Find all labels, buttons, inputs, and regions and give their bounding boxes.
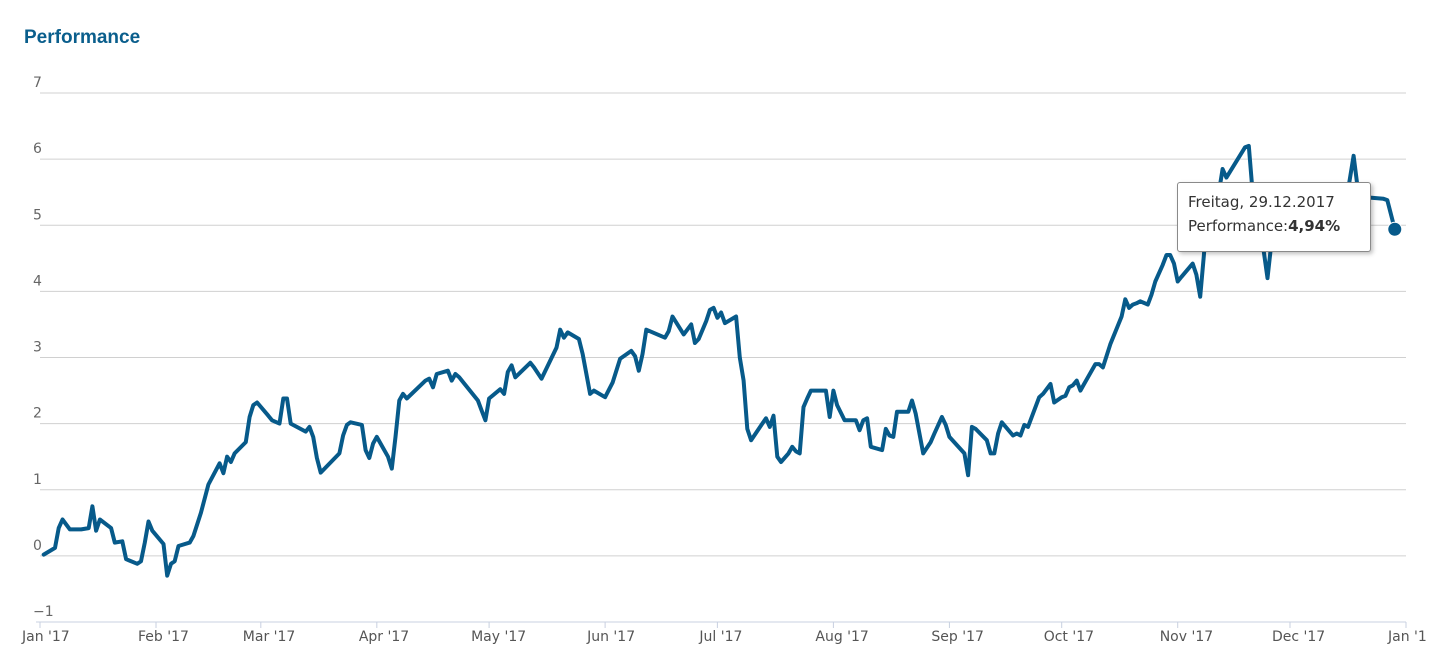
x-tick-label-7: Aug '17: [815, 629, 868, 645]
x-tick-label-9: Oct '17: [1044, 629, 1094, 645]
x-tick-label-12: Jan '1: [1387, 629, 1427, 645]
x-tick-label-1: Feb '17: [138, 629, 189, 645]
x-tick-label-0: Jan '17: [21, 629, 70, 645]
x-tick-label-6: Jul '17: [698, 629, 742, 645]
y-tick-label-2: 5: [33, 207, 42, 223]
tooltip-performance: Performance:4,94%: [1188, 217, 1340, 235]
x-tick-label-4: May '17: [471, 629, 526, 645]
y-tick-label-7: 0: [33, 538, 42, 554]
chart-title: Performance: [24, 27, 141, 48]
tooltip: Freitag, 29.12.2017 Performance:4,94%: [1177, 182, 1371, 252]
y-tick-label-0: 7: [33, 75, 42, 91]
x-tick-label-2: Mar '17: [243, 629, 296, 645]
x-tick-label-3: Apr '17: [359, 629, 409, 645]
gridlines: [40, 92, 1406, 557]
x-tick-label-5: Jun '17: [586, 629, 635, 645]
hover-point: [1387, 221, 1403, 237]
y-axis-ticks: 7 6 5 4 3 2 1 0 −1: [33, 75, 54, 620]
y-tick-label-5: 2: [33, 406, 42, 422]
x-tick-label-11: Dec '17: [1272, 629, 1325, 645]
y-tick-label-3: 4: [33, 273, 42, 289]
y-tick-label-8: −1: [33, 604, 54, 620]
y-tick-label-4: 3: [33, 340, 42, 356]
x-tick-label-8: Sep '17: [931, 629, 984, 645]
tooltip-date: Freitag, 29.12.2017: [1188, 193, 1335, 211]
tooltip-performance-label: Performance:: [1188, 217, 1289, 235]
y-tick-label-1: 6: [33, 141, 42, 157]
y-tick-label-6: 1: [33, 472, 42, 488]
tooltip-performance-value: 4,94%: [1288, 217, 1341, 235]
series-layer: [41, 143, 1403, 578]
x-axis: Jan '17 Feb '17 Mar '17 Apr '17 May '17 Jun '…: [21, 621, 1427, 645]
series-line-0: [41, 143, 1397, 578]
x-tick-label-10: Nov '17: [1160, 629, 1213, 645]
